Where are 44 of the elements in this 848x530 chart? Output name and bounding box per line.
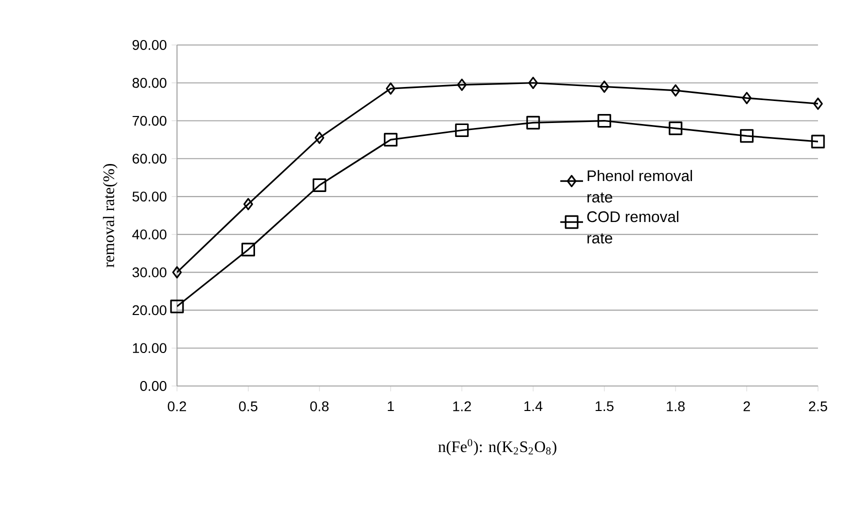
point	[740, 129, 754, 143]
y-axis-title: removal rate(%)	[102, 164, 118, 268]
y-tick-label: 20.00	[132, 305, 166, 316]
y-tick-label: 10.00	[132, 343, 166, 354]
point	[384, 132, 398, 147]
point	[528, 76, 538, 90]
point	[742, 92, 752, 104]
x-tick-label: 1.5	[596, 401, 614, 412]
point	[598, 114, 612, 128]
point	[457, 78, 467, 91]
point	[172, 266, 182, 278]
x-tick-label: 1.8	[666, 401, 685, 412]
point	[455, 123, 469, 138]
y-tick-label: 40.00	[132, 229, 166, 240]
x-tick-label: 2	[744, 401, 750, 412]
point	[312, 178, 326, 192]
x-tick-label: 0.8	[310, 401, 329, 412]
text: n(Fe$^{0}$): n(K$_{2}$S$_{2}$O$_{8}$)	[438, 439, 556, 456]
x-tick-label: 1	[388, 401, 394, 411]
point	[243, 198, 254, 210]
y-tick-label: 0.00	[140, 381, 166, 391]
x-tick-label: 2.5	[808, 401, 828, 412]
point	[811, 134, 825, 148]
point	[526, 116, 540, 130]
point	[314, 132, 324, 144]
point	[600, 80, 610, 93]
point	[813, 98, 823, 110]
legend-label: COD removal rate	[587, 210, 678, 244]
legend-label: Phenol removal rate	[588, 170, 692, 203]
point	[386, 82, 396, 95]
y-tick-label: 70.00	[132, 116, 166, 126]
x-tick-label: 0.5	[239, 401, 258, 412]
y-tick-label: 60.00	[132, 154, 166, 164]
point	[670, 84, 680, 97]
y-tick-label: 50.00	[132, 192, 166, 202]
point	[170, 300, 184, 314]
x-tick-label: 1.2	[453, 401, 471, 412]
x-tick-label: 0.2	[168, 401, 186, 412]
point	[668, 122, 682, 136]
y-tick-label: 80.00	[132, 78, 166, 88]
x-tick-label: 1.4	[524, 401, 542, 411]
point	[241, 242, 256, 256]
y-tick-label: 30.00	[132, 267, 166, 278]
y-tick-label: 90.00	[132, 40, 166, 50]
